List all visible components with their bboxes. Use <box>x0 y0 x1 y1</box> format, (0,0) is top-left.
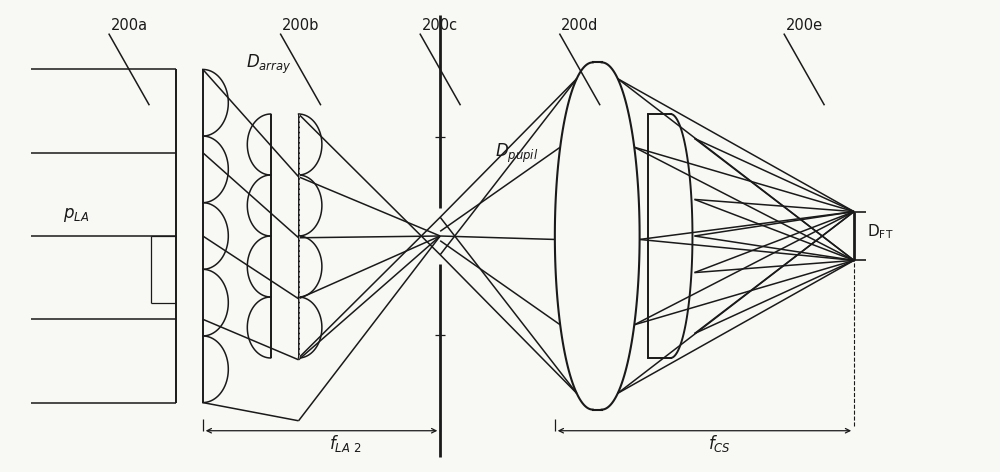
Text: $D_{array}$: $D_{array}$ <box>246 53 291 76</box>
Text: $\mathrm{D_{FT}}$: $\mathrm{D_{FT}}$ <box>867 222 894 241</box>
Text: 200d: 200d <box>561 18 598 33</box>
Text: 200c: 200c <box>422 18 458 33</box>
Text: 200a: 200a <box>110 18 148 33</box>
Text: $f_{CS}$: $f_{CS}$ <box>708 433 731 454</box>
Text: 200b: 200b <box>282 18 319 33</box>
Text: $D_{pupil}$: $D_{pupil}$ <box>495 142 538 165</box>
Text: $f_{LA\ 2}$: $f_{LA\ 2}$ <box>329 433 362 454</box>
Text: 200e: 200e <box>786 18 823 33</box>
Text: $p_{LA}$: $p_{LA}$ <box>63 206 89 224</box>
